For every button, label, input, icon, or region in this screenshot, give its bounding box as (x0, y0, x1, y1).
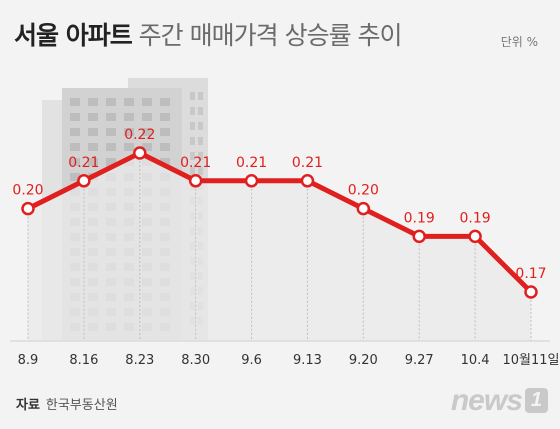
data-point (356, 201, 371, 216)
data-label: 0.21 (236, 155, 267, 171)
title-rest: 주간 매매가격 상승률 추이 (138, 21, 403, 50)
building-window (160, 128, 170, 136)
data-label: 0.20 (12, 183, 43, 199)
logo-word: news (450, 384, 523, 417)
source-name: 한국부동산원 (45, 398, 118, 413)
area-fill (28, 153, 531, 341)
data-label: 0.17 (515, 266, 546, 282)
building-window (160, 158, 170, 166)
x-tick-label: 8.9 (18, 353, 39, 368)
x-tick-label: 8.16 (69, 353, 98, 368)
data-label: 0.20 (348, 183, 379, 199)
building-window (190, 92, 195, 100)
data-label: 0.21 (180, 155, 211, 171)
building-window (198, 92, 203, 100)
data-point (188, 174, 203, 188)
building-window (190, 107, 195, 115)
series-line (25, 150, 534, 295)
building-window (190, 152, 195, 160)
data-point (468, 229, 482, 244)
title-strong: 서울 아파트 (14, 21, 133, 50)
building-window (70, 173, 80, 181)
logo-number: 1 (524, 388, 548, 413)
building-window (106, 143, 116, 151)
building-window (198, 167, 203, 175)
unit-label: 단위 % (500, 35, 538, 49)
building-window (70, 143, 80, 151)
building-window (106, 113, 116, 121)
x-tick-label: 9.6 (241, 353, 262, 368)
data-point (133, 146, 147, 160)
grid-lines (27, 153, 532, 341)
x-tick-label: 9.27 (405, 353, 434, 368)
building-window (106, 128, 116, 136)
x-tick-label: 10.4 (461, 353, 490, 368)
building-window (70, 158, 80, 166)
building-window (190, 122, 195, 130)
building-window (106, 98, 116, 106)
data-label: 0.21 (292, 155, 323, 171)
data-point (244, 174, 259, 188)
building-window (142, 143, 152, 151)
data-point (300, 174, 315, 188)
data-label: 0.21 (68, 155, 99, 171)
building-window (124, 128, 134, 136)
building-window (88, 98, 98, 106)
data-label: 0.22 (124, 127, 155, 143)
x-tick-label: 8.23 (125, 353, 154, 368)
source-label: 자료 (16, 398, 40, 413)
building-window (70, 113, 80, 121)
data-points (21, 146, 538, 299)
building-window (88, 128, 98, 136)
data-point (21, 201, 35, 216)
data-label: 0.19 (404, 210, 435, 226)
building-window (198, 107, 203, 115)
building-window (142, 98, 152, 106)
building-window (190, 137, 195, 145)
x-tick-label: 8.30 (181, 353, 210, 368)
x-tick-label: 9.13 (293, 353, 322, 368)
building-window (124, 143, 134, 151)
building-window (70, 98, 80, 106)
building-window (88, 113, 98, 121)
building-window (142, 113, 152, 121)
chart-title: 서울 아파트 주간 매매가격 상승률 추이 (14, 16, 403, 52)
building-window (88, 143, 98, 151)
building-window (160, 143, 170, 151)
building-window (124, 113, 134, 121)
x-tick-labels: 8.9 8.16 8.23 8.30 9.6 9.13 9.20 9.27 10.4 10월11일 (18, 353, 560, 368)
data-point (412, 229, 426, 244)
data-labels: 0.20 0.21 0.22 0.21 0.21 0.21 0.20 0.19 0.19 0.17 (12, 127, 546, 282)
data-point (524, 285, 538, 299)
x-tick-label: 10월11일 (502, 353, 559, 368)
building-window (70, 128, 80, 136)
building-window (160, 113, 170, 121)
x-tick-label: 9.20 (349, 353, 378, 368)
building-window (190, 167, 195, 175)
building-window (160, 98, 170, 106)
building-window (198, 122, 203, 130)
building-window (142, 128, 152, 136)
data-point (77, 174, 91, 188)
building-window (198, 137, 203, 145)
data-label: 0.19 (460, 210, 491, 226)
news1-logo: news 1 (451, 384, 548, 418)
building-window (198, 152, 203, 160)
building-window (88, 158, 98, 166)
building-window (124, 98, 134, 106)
building-window (106, 158, 116, 166)
source-note: 자료 한국부동산원 (16, 394, 118, 413)
